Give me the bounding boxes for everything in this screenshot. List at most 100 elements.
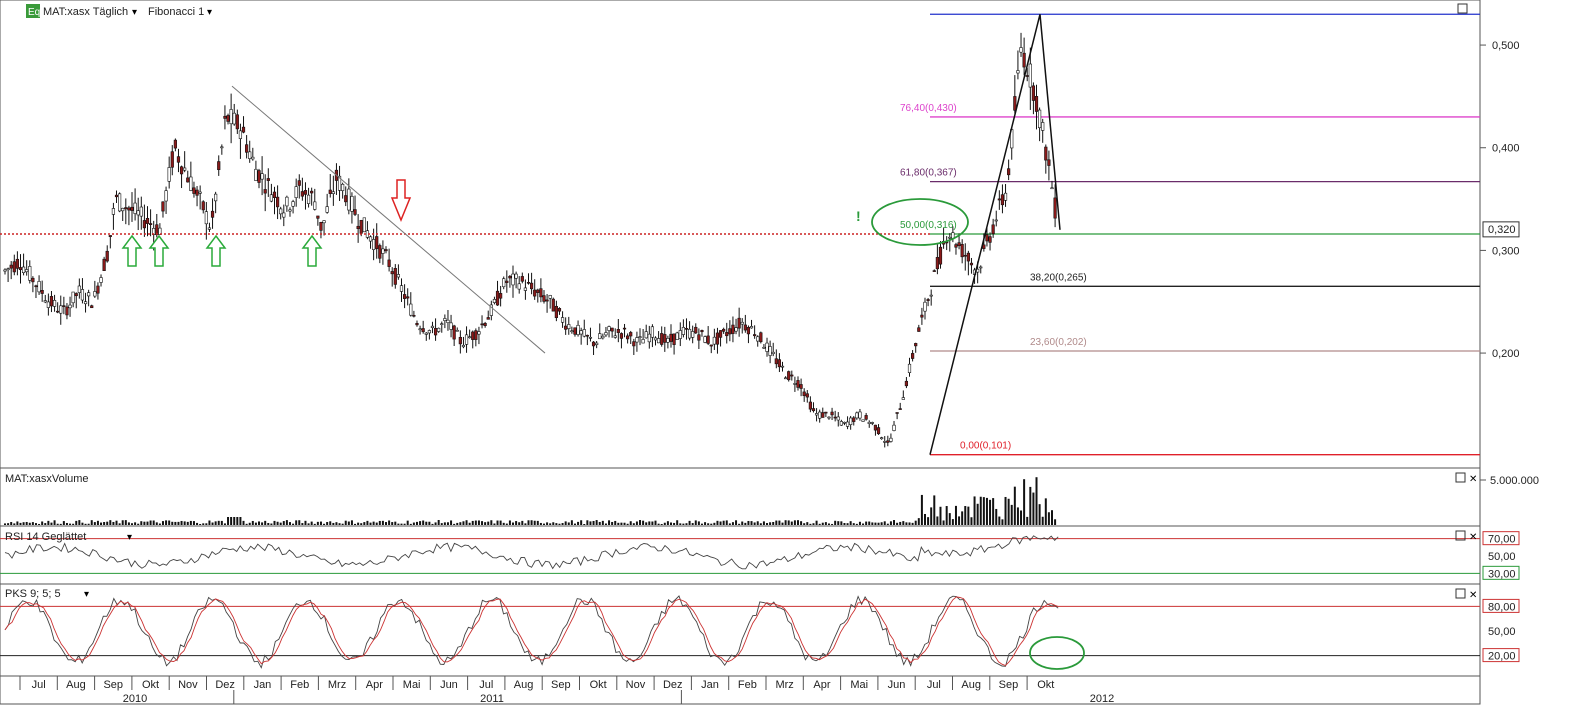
candle-body	[387, 259, 391, 267]
close-icon[interactable]: ✕	[1469, 590, 1477, 601]
volume-bar	[542, 523, 545, 525]
candle-body	[449, 322, 453, 330]
pks-tick-label: 80,00	[1488, 601, 1516, 613]
volume-bar	[338, 523, 341, 525]
symbol-dropdown-icon[interactable]: ▾	[132, 7, 137, 18]
volume-bar	[248, 522, 251, 525]
candle-body	[275, 196, 280, 208]
candle-body	[836, 416, 840, 421]
candle-body	[1031, 85, 1036, 101]
candle-body	[914, 343, 918, 347]
volume-bar	[570, 520, 573, 525]
volume-bar	[406, 520, 409, 525]
volume-bar	[639, 520, 642, 525]
close-icon[interactable]: ✕	[1469, 532, 1477, 543]
volume-bar	[645, 522, 648, 525]
volume-bar	[409, 523, 412, 525]
rsi-tick-label: 50,00	[1488, 551, 1516, 563]
rsi-dropdown-icon[interactable]: ▾	[127, 532, 132, 543]
volume-bar	[772, 521, 775, 525]
maximize-icon[interactable]	[1455, 588, 1466, 599]
candle-body	[855, 412, 859, 419]
tool-dropdown-icon[interactable]: ▾	[207, 7, 212, 18]
candle-body	[675, 332, 679, 340]
rsi-title[interactable]: RSI 14 Geglättet	[5, 531, 86, 543]
chart-header[interactable]: Eq MAT:xasx Täglich ▾ Fibonacci 1 ▾	[26, 4, 212, 18]
close-icon[interactable]: ✕	[1469, 474, 1477, 485]
candle-body	[235, 114, 239, 130]
candle-body	[372, 239, 376, 250]
candle-body	[626, 335, 630, 340]
candle-body	[988, 236, 992, 243]
candle-body	[1025, 75, 1029, 77]
volume-bar	[673, 522, 676, 525]
price-candles	[3, 32, 1057, 448]
candle-body	[43, 300, 47, 303]
fib-level-label: 61,80(0,367)	[900, 168, 957, 179]
maximize-icon[interactable]	[1457, 3, 1468, 14]
volume-bar	[586, 520, 589, 525]
volume-bar	[536, 520, 539, 525]
candle-body	[220, 146, 224, 149]
volume-bar	[378, 520, 381, 525]
candle-body	[595, 342, 599, 346]
volume-bar	[642, 520, 645, 525]
pks-dropdown-icon[interactable]: ▾	[84, 589, 89, 600]
maximize-icon[interactable]	[1455, 530, 1466, 541]
price-panel-controls[interactable]	[1457, 3, 1468, 14]
volume-bar	[304, 520, 307, 525]
volume-bar	[412, 522, 415, 525]
volume-bar	[124, 520, 127, 525]
volume-bar	[446, 522, 449, 525]
volume-bar	[239, 517, 242, 525]
symbol-badge	[26, 4, 40, 18]
volume-bar	[992, 498, 995, 525]
volume-bar	[81, 522, 84, 525]
volume-bar	[564, 521, 567, 525]
symbol-label[interactable]: MAT:xasx Täglich	[43, 6, 128, 18]
tool-label[interactable]: Fibonacci 1	[148, 6, 204, 18]
volume-bar	[344, 520, 347, 525]
candle-body	[272, 191, 277, 198]
volume-bar	[533, 520, 536, 525]
candle-body	[375, 236, 379, 249]
volume-bar	[149, 520, 152, 525]
candle-body	[780, 365, 785, 368]
candle-body	[833, 416, 837, 419]
volume-bar	[140, 521, 143, 525]
candle-body	[966, 252, 970, 262]
candle-body	[889, 437, 893, 442]
candle-body	[663, 334, 667, 343]
volume-title: MAT:xasxVolume	[5, 473, 89, 485]
candle-body	[90, 305, 94, 309]
volume-bar	[632, 523, 635, 525]
volume-bar	[521, 520, 524, 525]
candle-body	[691, 331, 695, 338]
maximize-icon[interactable]	[1455, 472, 1466, 483]
candle-body	[350, 196, 354, 212]
time-axis-panel	[0, 675, 1481, 705]
candle-body	[46, 301, 50, 308]
pks-title[interactable]: PKS 9; 5; 5	[5, 588, 61, 600]
candle-body	[1028, 63, 1032, 88]
volume-bar	[893, 520, 896, 525]
volume-bar	[103, 522, 106, 525]
candle-body	[830, 411, 834, 416]
volume-bar	[155, 522, 158, 525]
volume-panel-controls[interactable]: ✕	[1455, 472, 1477, 485]
volume-bar	[874, 522, 877, 525]
downtrend-line	[231, 85, 546, 354]
candle-body	[715, 332, 720, 345]
candle-body	[585, 334, 589, 337]
candle-body	[83, 301, 88, 305]
rsi-panel-controls[interactable]: ✕	[1455, 530, 1477, 543]
candle-body	[118, 193, 122, 212]
candle-body	[248, 151, 252, 159]
month-label: Jan	[254, 679, 272, 691]
volume-bar	[858, 521, 861, 525]
volume-bar	[756, 521, 759, 525]
volume-bar	[1029, 486, 1032, 525]
volume-bar	[713, 522, 716, 525]
volume-bar	[115, 520, 118, 525]
pks-panel-controls[interactable]: ✕	[1455, 588, 1477, 601]
